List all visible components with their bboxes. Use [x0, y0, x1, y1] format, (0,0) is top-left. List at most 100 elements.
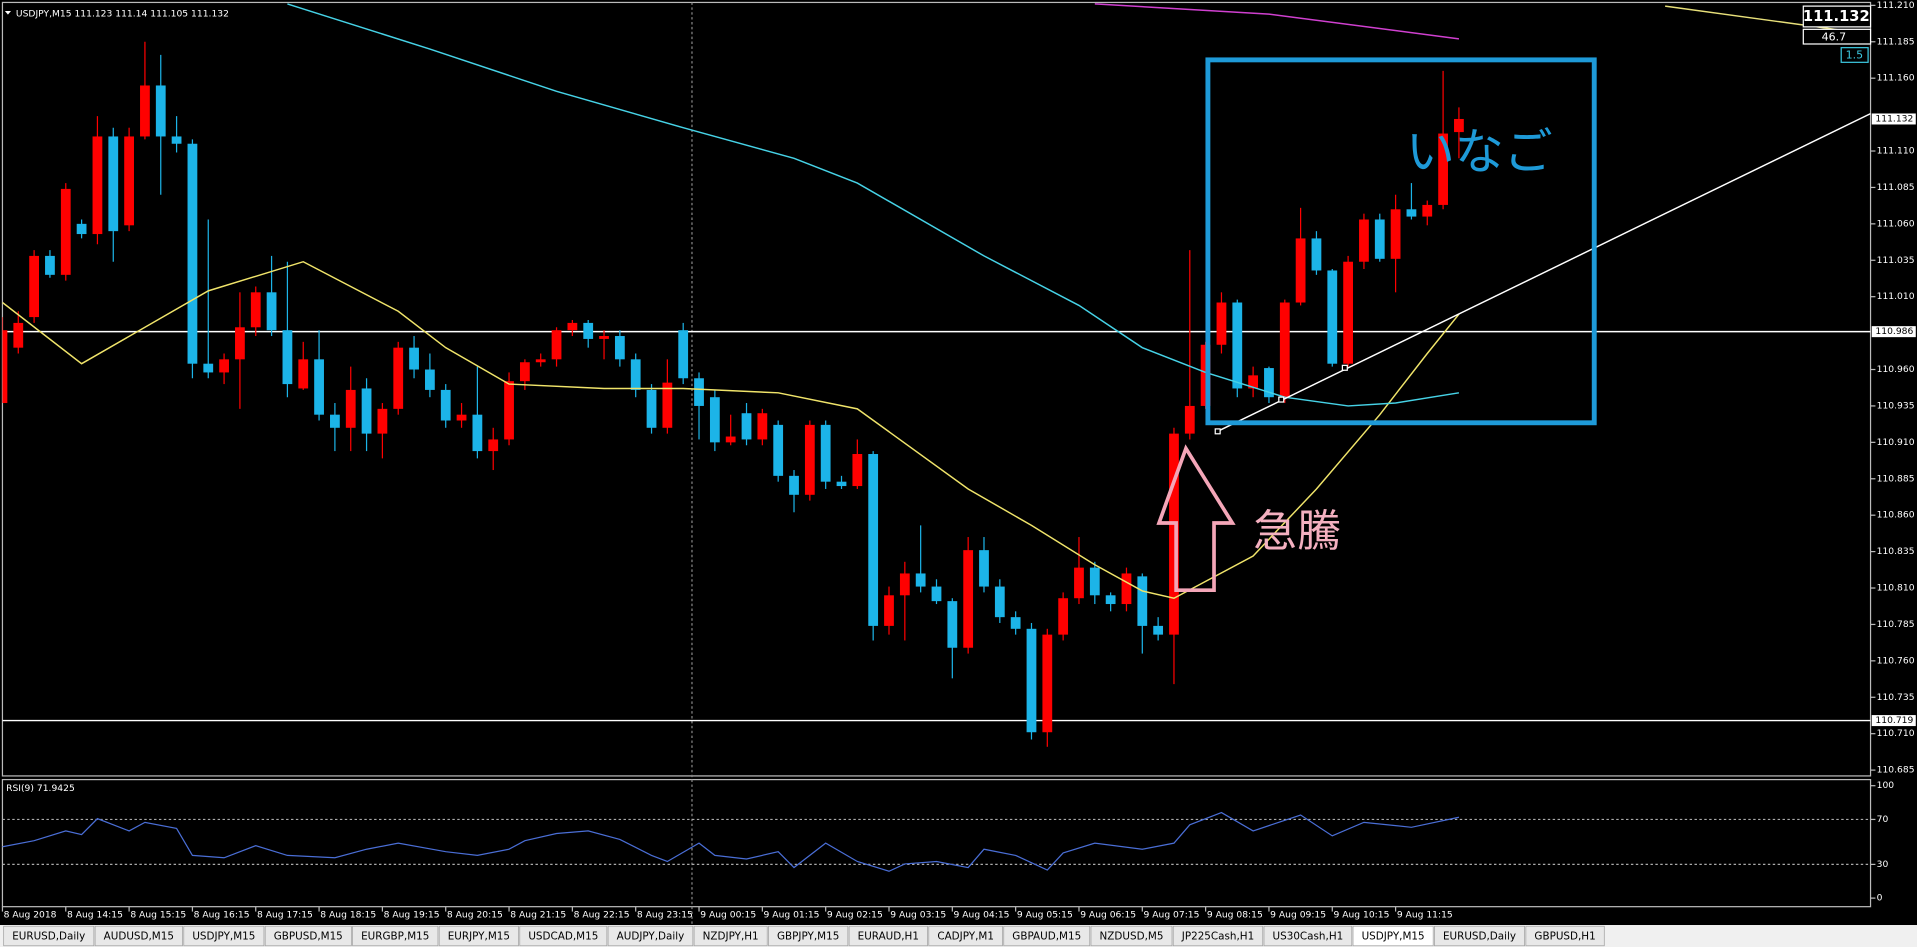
candle-body	[1248, 375, 1259, 389]
candle-body	[1343, 261, 1353, 364]
tab-label[interactable]: EURUSD,Daily	[1443, 931, 1516, 943]
ohlc-value: 111.14	[115, 8, 147, 19]
x-tick-label: 9 Aug 02:15	[827, 910, 883, 921]
tab-label[interactable]: EURGBP,M15	[361, 931, 429, 943]
candle-body	[298, 359, 309, 389]
candle-body	[488, 439, 499, 452]
x-tick-label: 9 Aug 08:15	[1207, 910, 1263, 921]
tab[interactable]	[607, 925, 694, 947]
tab-label[interactable]: USDJPY,M15	[1362, 931, 1425, 943]
tab-label[interactable]: EURUSD,Daily	[12, 931, 85, 943]
tab-label[interactable]: USDJPY,M15	[192, 931, 255, 943]
tab-label[interactable]: AUDUSD,M15	[104, 931, 174, 943]
candle-body	[282, 330, 293, 385]
candle-body	[45, 255, 55, 275]
candle-body	[1089, 567, 1100, 596]
tab[interactable]	[693, 925, 768, 947]
candle-body	[630, 359, 641, 390]
tab[interactable]	[1352, 925, 1434, 947]
candle-body	[203, 363, 214, 373]
tab[interactable]	[352, 925, 439, 947]
candle-body	[140, 85, 150, 137]
tab-label[interactable]: USDCAD,M15	[528, 931, 598, 943]
tab[interactable]	[183, 925, 265, 947]
candle-body	[583, 322, 594, 339]
tab[interactable]	[1003, 925, 1091, 947]
candle-body	[836, 481, 847, 487]
tab[interactable]	[768, 925, 849, 947]
tab[interactable]	[94, 925, 183, 947]
candle-body	[456, 414, 467, 421]
x-tick-label: 9 Aug 04:15	[954, 910, 1010, 921]
y-tick-label: 110.785	[1877, 619, 1915, 630]
tab-label[interactable]: EURJPY,M15	[448, 931, 510, 943]
candle-body	[757, 413, 768, 440]
current-price-label: 111.132	[1875, 113, 1913, 124]
x-tick-label: 9 Aug 11:15	[1397, 910, 1453, 921]
x-tick-label: 9 Aug 09:15	[1270, 910, 1326, 921]
y-tick-label: 110.685	[1877, 765, 1915, 776]
y-tick-label: 110.935	[1877, 400, 1915, 411]
tab-label[interactable]: GBPUSD,M15	[274, 931, 343, 943]
tab[interactable]	[1172, 925, 1264, 947]
tab-label[interactable]: US30Cash,H1	[1273, 931, 1344, 943]
x-tick-label: 8 Aug 17:15	[257, 910, 313, 921]
tab-label[interactable]: GBPUSD,H1	[1534, 931, 1595, 943]
candle-body	[250, 292, 261, 328]
y-tick-label: 111.035	[1877, 255, 1915, 266]
menu-arrow[interactable]	[4, 10, 12, 15]
tab[interactable]	[1090, 925, 1173, 947]
tab-label[interactable]: CADJPY,M1	[937, 931, 994, 943]
y-tick-label: 100	[1877, 780, 1895, 791]
candle-body	[409, 347, 419, 370]
tab[interactable]	[438, 925, 519, 947]
candle-body	[472, 414, 483, 452]
tab[interactable]	[1434, 925, 1526, 947]
tab[interactable]	[1263, 925, 1353, 947]
tab-label[interactable]: NZDUSD,M5	[1100, 931, 1164, 943]
tab-label[interactable]: GBPAUD,M15	[1012, 931, 1081, 943]
candle-body	[1137, 576, 1148, 626]
candle-body	[235, 327, 245, 360]
y-tick-label: 110.735	[1877, 692, 1915, 703]
candle-body	[2, 330, 8, 404]
y-tick-label: 111.185	[1877, 36, 1915, 47]
y-tick-label: 110.710	[1877, 728, 1915, 739]
x-tick-label: 8 Aug 20:15	[447, 910, 503, 921]
tab[interactable]	[3, 925, 95, 947]
candle-body	[60, 188, 71, 275]
info-label: 46.7	[1822, 30, 1847, 43]
tab-label[interactable]: JP225Cash,H1	[1181, 931, 1254, 943]
tab-label[interactable]: AUDJPY,Daily	[617, 931, 685, 943]
tab[interactable]	[264, 925, 352, 947]
tab-label[interactable]: EURAUD,H1	[858, 931, 919, 943]
y-tick-label: 111.060	[1877, 218, 1915, 229]
candle-body	[1390, 209, 1401, 259]
y-tick-label: 111.210	[1877, 0, 1915, 11]
candle-body	[13, 322, 24, 348]
trendline-anchor	[1341, 364, 1348, 371]
candle-body	[1074, 567, 1084, 599]
tab[interactable]	[928, 925, 1003, 947]
candle-body	[599, 336, 609, 339]
tab-label[interactable]: GBPJPY,M15	[777, 931, 839, 943]
x-tick-label: 9 Aug 05:15	[1017, 910, 1073, 921]
candle-body	[1438, 133, 1448, 205]
candle-body	[1279, 302, 1290, 398]
candle-body	[187, 143, 198, 364]
tab[interactable]	[519, 925, 608, 947]
x-tick-label: 8 Aug 2018	[4, 910, 57, 921]
candle-body	[1216, 302, 1227, 345]
rsi-header: RSI(9) 71.9425	[6, 783, 75, 794]
moving-average	[1094, 3, 1460, 40]
tab[interactable]	[1525, 925, 1605, 947]
candle-body	[266, 292, 277, 331]
up-arrow	[1156, 444, 1236, 593]
info-box	[1802, 28, 1872, 45]
tab-label[interactable]: NZDJPY,H1	[703, 931, 759, 943]
chart-header: USDJPY,M15 111.123 111.14 111.105 111.13…	[16, 8, 229, 19]
candle-body	[92, 136, 103, 235]
tab[interactable]	[848, 925, 928, 947]
symbol: USDJPY,M15	[16, 8, 72, 19]
